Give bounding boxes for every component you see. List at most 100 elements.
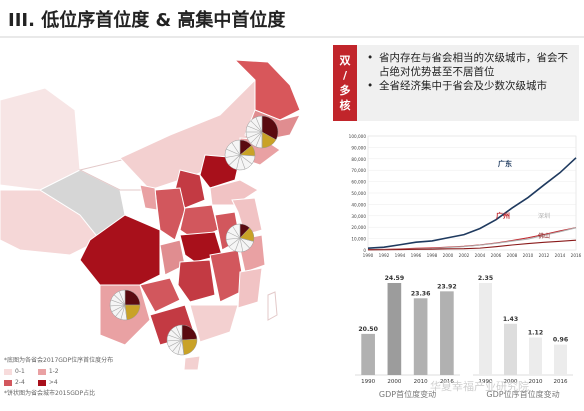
- pie-shandong-divider-1: [239, 154, 255, 157]
- legend-label-2: 1-2: [48, 368, 59, 375]
- bar-group-2-caption: GDP位序首位度变动: [486, 389, 559, 399]
- pie-guangdong-divider-3: [172, 339, 183, 352]
- callout-tag: 双 / 多 核: [333, 45, 357, 121]
- province-guangdong: [189, 304, 239, 343]
- pie-shandong-divider-5: [228, 154, 241, 166]
- line-chart-ytick: 10,000: [351, 237, 366, 242]
- province-taiwan: [267, 291, 278, 321]
- pie-jiangsu-divider-6: [226, 237, 241, 240]
- pie-guangdong-divider-2: [177, 339, 183, 355]
- legend-swatch-3: [4, 379, 12, 386]
- pie-jiangsu-divider-3: [239, 237, 244, 252]
- bar-2-3-category: 2010: [529, 379, 543, 385]
- pie-guangdong-divider-5: [167, 339, 183, 342]
- bar-1-1: [361, 333, 375, 375]
- pie-hunan-divider-1: [124, 304, 128, 320]
- line-chart-ytick: 0: [363, 248, 366, 253]
- pie-jiangsu-divider-5: [228, 237, 241, 247]
- province-ningxia: [139, 184, 158, 211]
- province-sichuan: [79, 214, 161, 291]
- pie-jiangsu-divider-7: [227, 231, 241, 239]
- line-series-label-1: 广东: [498, 159, 512, 168]
- line-chart-ytick: 40,000: [351, 202, 366, 207]
- line-chart-ytick: 60,000: [351, 180, 366, 185]
- line-series-1: [367, 157, 577, 250]
- map-note-1: *底图为各省会2017GDP位序首位度分布: [4, 357, 114, 364]
- pie-guangdong-divider-8: [175, 326, 183, 341]
- line-chart-xtick: 2010: [523, 253, 534, 258]
- line-series-label-4: 佛山: [538, 232, 550, 240]
- pie-liaoning-divider-2: [255, 131, 263, 147]
- watermark-text: 华夏幸福产业研究院: [430, 380, 529, 393]
- pie-guangdong-divider-1: [181, 339, 185, 355]
- callout-tag-char-4: 核: [339, 99, 351, 112]
- line-chart-xtick: 2006: [491, 253, 502, 258]
- line-chart-ytick: 50,000: [351, 191, 366, 196]
- bar-2-1-category: 1990: [479, 379, 493, 385]
- bar-1-4-label: 23.92: [437, 283, 457, 290]
- line-chart-ytick: 20,000: [351, 225, 366, 230]
- pie-guangdong-divider-4: [168, 339, 183, 348]
- line-chart-ytick: 70,000: [351, 168, 366, 173]
- line-chart-ytick: 80,000: [351, 157, 366, 162]
- bar-1-4-category: 2016: [440, 379, 454, 385]
- bar-1-2-category: 2000: [387, 379, 401, 385]
- province-xinjiang: [0, 87, 81, 191]
- pie-shandong-divider-2: [239, 154, 253, 165]
- pie-liaoning-divider-6: [247, 125, 263, 133]
- pie-guangdong-divider-7: [170, 329, 183, 341]
- legend-label-4: >4: [48, 379, 58, 386]
- pie-shandong-divider-8: [231, 142, 241, 156]
- line-series-label-2: 广州: [496, 211, 510, 220]
- bar-2-2-category: 2000: [504, 379, 518, 385]
- line-chart-ytick: 90,000: [351, 145, 366, 150]
- pie-guangdong-divider-6: [167, 334, 183, 341]
- province-hainan: [183, 355, 201, 371]
- line-chart-xtick: 2012: [539, 253, 550, 258]
- map-legend: *底图为各省会2017GDP位序首位度分布 0-1 1-2 2-4 >4 *饼状…: [4, 355, 113, 399]
- pie-shandong-slice-3: [224, 139, 256, 171]
- callout-tag-char-1: 双: [339, 54, 351, 67]
- legend-swatch-1: [4, 368, 12, 375]
- bar-2-4: [554, 344, 567, 375]
- province-shandong: [209, 179, 259, 206]
- primacy-bar-charts: 20.50 1990 24.59 2000 23.36 2010 23.92 2016 GDP首…: [355, 275, 573, 399]
- insight-callout: 双 / 多 核 省内存在与省会相当的次级城市，省会不占绝对优势甚至不居首位 全省…: [333, 45, 579, 121]
- bar-1-3-category: 2010: [414, 379, 428, 385]
- bar-1-2-label: 24.59: [385, 275, 405, 282]
- callout-bullets: 省内存在与省会相当的次级城市，省会不占绝对优势甚至不居首位 全省经济集中于省会及…: [367, 51, 575, 93]
- line-chart-xtick: 2008: [507, 253, 518, 258]
- pie-jiangsu-divider-1: [239, 237, 254, 242]
- bar-2-4-label: 0.96: [553, 337, 568, 344]
- province-guizhou: [139, 277, 181, 313]
- pie-hunan-divider-4: [111, 304, 126, 313]
- pie-liaoning-divider-3: [250, 131, 263, 144]
- gdp-line-chart: 0 10,000 20,000 30,000 40,000 50,000 60,000 70,…: [349, 134, 582, 258]
- pie-liaoning-divider-4: [247, 131, 263, 139]
- bar-1-3-label: 23.36: [411, 290, 431, 297]
- province-shaanxi: [154, 187, 186, 241]
- pie-shandong-divider-6: [225, 154, 241, 158]
- line-chart-ytick: 30,000: [351, 214, 366, 219]
- legend-swatch-2: [37, 368, 46, 375]
- bar-1-1-category: 1990: [361, 379, 375, 385]
- pie-hunan-divider-8: [118, 291, 126, 306]
- legend-label-3: 2-4: [15, 379, 25, 386]
- map-note-2: *饼状图为省会城市2015GDP占比: [4, 390, 96, 397]
- pie-liaoning-slice-1: [261, 115, 279, 141]
- callout-bullet-1: 省内存在与省会相当的次级城市，省会不占绝对优势甚至不居首位: [367, 51, 575, 79]
- line-chart-xtick: 2000: [443, 253, 454, 258]
- line-chart-xtick: 2004: [475, 253, 486, 258]
- china-provinces-map: [0, 59, 301, 371]
- bar-1-2: [387, 283, 402, 375]
- title-divider: [0, 36, 584, 38]
- pie-hunan-divider-5: [110, 304, 126, 307]
- page-title: III. 低位序首位度 & 高集中首位度: [8, 10, 286, 31]
- line-chart-ytick: 100,000: [349, 134, 367, 139]
- line-chart-xtick: 1992: [379, 253, 390, 258]
- bar-2-3: [529, 337, 542, 375]
- pie-jiangsu-divider-8: [232, 225, 241, 239]
- province-jiangsu: [231, 197, 263, 236]
- bar-group-1: 20.50 1990 24.59 2000 23.36 2010 23.92 2016 GDP首…: [355, 275, 460, 399]
- pie-jiangsu-divider-4: [234, 237, 241, 252]
